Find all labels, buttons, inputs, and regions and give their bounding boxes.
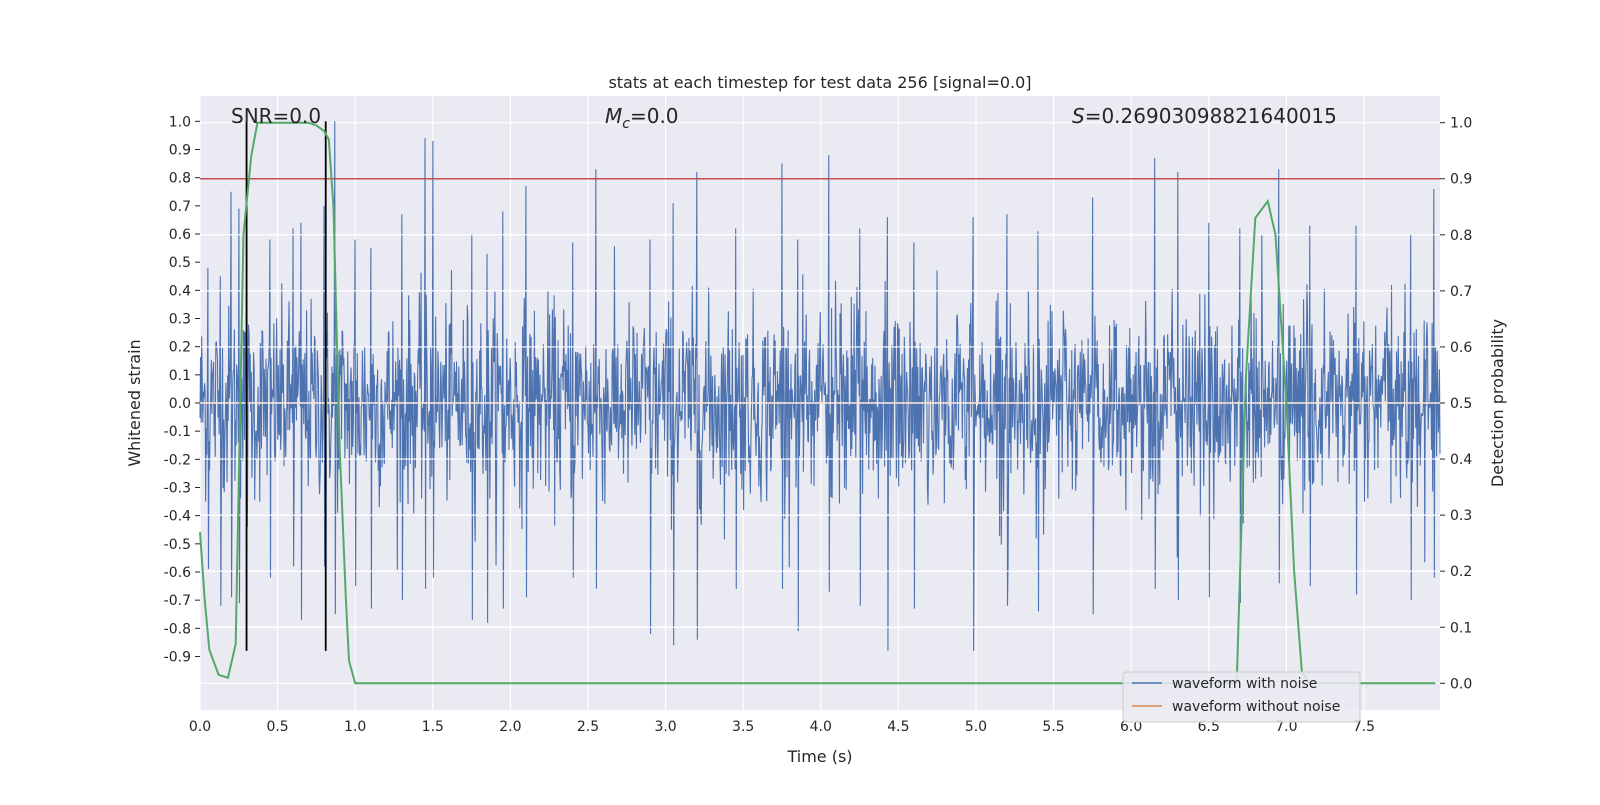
y2-gridlines-overlay [200, 178, 1440, 628]
x-tick-label: 0.0 [189, 719, 211, 735]
x-tick-label: 7.5 [1353, 719, 1375, 735]
x-tick-label: 3.5 [732, 719, 754, 735]
x-tick-label: 5.5 [1042, 719, 1064, 735]
snr-annotation: SNR=0.0 [231, 104, 321, 128]
x-tick-label: 4.5 [887, 719, 909, 735]
legend: waveform with noise waveform without noi… [1122, 671, 1361, 723]
y2-tick-label: 1.0 [1450, 116, 1472, 132]
x-tick-label: 3.0 [654, 719, 676, 735]
detection-probability-line [199, 121, 1436, 685]
y2-tick-label: 0.7 [1450, 284, 1472, 300]
x-tick-label: 0.5 [266, 719, 288, 735]
y2-tick-label: 0.3 [1450, 508, 1472, 524]
y-tick-label: 0.6 [169, 227, 191, 243]
y2-tick-label: 0.0 [1450, 676, 1472, 692]
y-axis-label: Whitened strain [125, 339, 144, 466]
x-tick-label: 5.0 [965, 719, 987, 735]
y-tick-label: -0.1 [164, 424, 191, 440]
y2-tick-label: 0.4 [1450, 452, 1472, 468]
y-tick-label: 1.0 [169, 114, 191, 130]
y-tick-label: -0.8 [164, 621, 191, 637]
x-tick-label: 2.0 [499, 719, 521, 735]
y-tick-label: -0.3 [164, 480, 191, 496]
y-tick-label: 0.7 [169, 199, 191, 215]
waveform-with-noise-line [199, 121, 1441, 651]
y2-tick-label: 0.8 [1450, 228, 1472, 244]
statistic-value: =0.26903098821640015 [1085, 104, 1337, 128]
y2-tick-label: 0.5 [1450, 396, 1472, 412]
y-tick-label: -0.9 [164, 649, 191, 665]
chirp-mass-subscript: c [622, 116, 630, 132]
chirp-mass-symbol: M [605, 104, 622, 128]
statistic-annotation: S=0.26903098821640015 [1072, 104, 1337, 128]
legend-label-waveform-with-noise: waveform with noise [1172, 676, 1317, 692]
x-axis-ticks: 0.0 0.5 1.0 1.5 2.0 2.5 3.0 3.5 4.0 4.5 5.0 5.5 6.0 6… [189, 719, 1375, 735]
y2-tick-label: 0.2 [1450, 564, 1472, 580]
y-axis-ticks: 1.0 0.9 0.8 0.7 0.6 0.5 0.4 0.3 0.2 0.1 0.0 -0.1 -0.… [164, 114, 200, 665]
y-tick-label: 0.1 [169, 368, 191, 384]
y-tick-label: -0.4 [164, 509, 191, 525]
y-tick-label: 0.9 [169, 143, 191, 159]
y-tick-label: -0.7 [164, 593, 191, 609]
y-tick-label: 0.8 [169, 171, 191, 187]
x-tick-label: 7.0 [1275, 719, 1297, 735]
x-tick-label: 1.0 [344, 719, 366, 735]
y-tick-label: -0.6 [164, 565, 191, 581]
y-tick-label: 0.2 [169, 340, 191, 356]
y2-tick-label: 0.6 [1450, 340, 1472, 356]
y2-tick-label: 0.9 [1450, 172, 1472, 188]
x-tick-label: 6.0 [1120, 719, 1142, 735]
y-tick-label: 0.5 [169, 255, 191, 271]
x-tick-label: 6.5 [1198, 719, 1220, 735]
chirp-mass-value: =0.0 [630, 104, 679, 128]
y-tick-label: 0.0 [169, 396, 191, 412]
x-tick-label: 2.5 [577, 719, 599, 735]
y2-tick-label: 0.1 [1450, 620, 1472, 636]
legend-box [1122, 671, 1361, 723]
y-tick-label: 0.4 [169, 283, 191, 299]
x-axis-label: Time (s) [786, 747, 852, 766]
y-tick-label: -0.5 [164, 537, 191, 553]
x-tick-label: 1.5 [422, 719, 444, 735]
chart-title: stats at each timestep for test data 256… [608, 73, 1031, 92]
y2-axis-label: Detection probability [1488, 319, 1507, 487]
y2-axis-ticks: 1.0 0.9 0.8 0.7 0.6 0.5 0.4 0.3 0.2 0.1 0.0 [1440, 116, 1472, 692]
y-tick-label: 0.3 [169, 312, 191, 328]
x-tick-label: 4.0 [810, 719, 832, 735]
legend-label-waveform-without-noise: waveform without noise [1172, 699, 1340, 715]
chirp-mass-annotation: Mc=0.0 [605, 104, 679, 132]
statistic-symbol: S [1072, 104, 1085, 128]
y-tick-label: -0.2 [164, 452, 191, 468]
waveform-with-noise-series [199, 121, 1441, 651]
